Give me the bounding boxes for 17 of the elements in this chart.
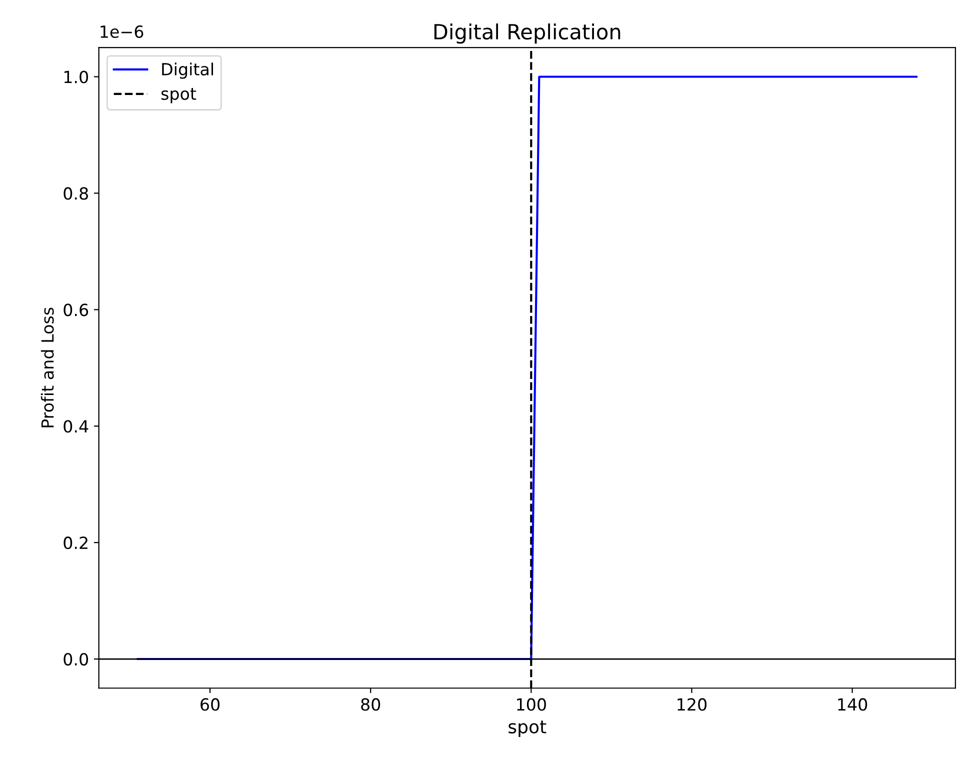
x-tick-label: 80 — [361, 698, 380, 711]
y-tick-label: 0.6 — [64, 304, 88, 316]
y-tick-label: 0.0 — [64, 652, 88, 666]
x-tick-label: 120 — [678, 698, 707, 711]
legend-label: Digital — [162, 62, 213, 79]
y-tick-label: 0.2 — [64, 536, 88, 550]
x-tick-label: 100 — [517, 698, 546, 711]
y-axis-title: Profit and Loss — [40, 308, 54, 428]
x-axis-title: spot — [508, 720, 546, 738]
ref-line-label: spot — [161, 88, 196, 104]
y-tick-label: 0.4 — [64, 420, 88, 433]
chart-title: Digital Replication — [434, 23, 620, 44]
x-tick-label: 140 — [838, 698, 868, 711]
y-tick-label: 0.8 — [64, 187, 88, 200]
y-tick-label: 1.0 — [64, 70, 88, 84]
text: 1e−6 — [100, 25, 144, 38]
x-tick-label: 60 — [200, 698, 220, 711]
